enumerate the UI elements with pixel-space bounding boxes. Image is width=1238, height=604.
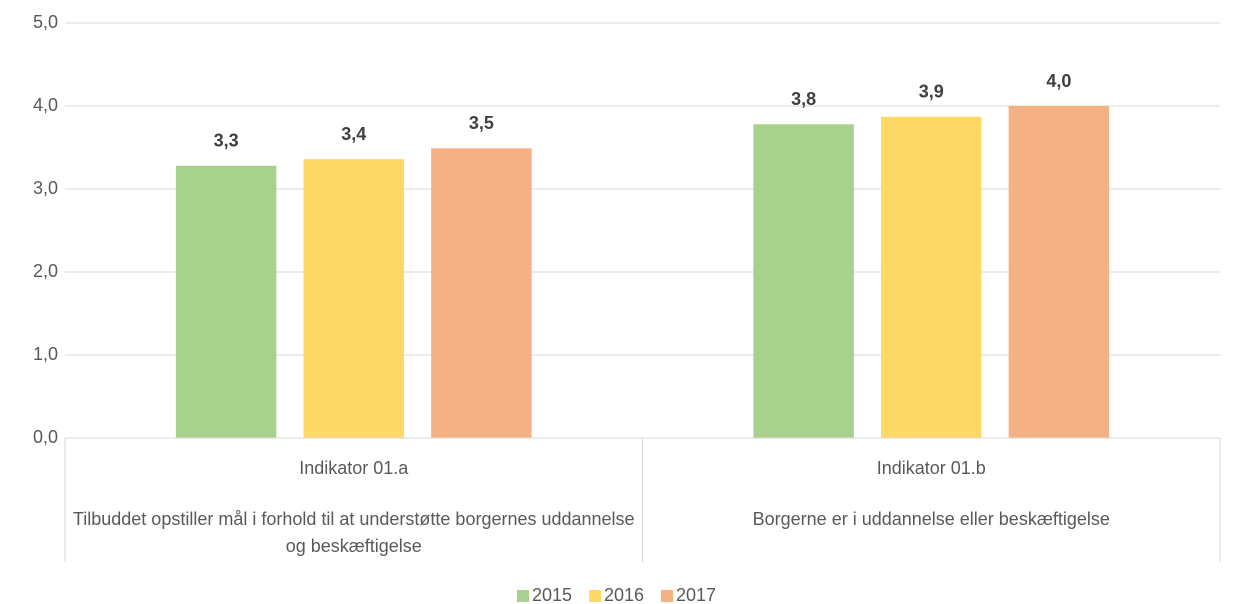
category-description: Tilbuddet opstiller mål i forhold til at…	[72, 509, 635, 556]
bar	[175, 165, 277, 438]
bar	[303, 159, 404, 438]
legend-label: 2015	[532, 585, 572, 604]
y-tick-label: 3,0	[33, 178, 58, 198]
value-label: 4,0	[1046, 71, 1071, 91]
legend-swatch	[517, 590, 529, 602]
legend-label: 2016	[604, 585, 644, 604]
y-tick-label: 4,0	[33, 95, 58, 115]
legend-swatch	[589, 590, 601, 602]
y-tick-label: 5,0	[33, 12, 58, 32]
value-label: 3,3	[214, 131, 239, 151]
bar	[753, 124, 854, 438]
bar	[881, 116, 982, 438]
x-tick-label: Indikator 01.a	[299, 458, 409, 478]
legend-swatch	[661, 590, 673, 602]
bar	[1008, 106, 1110, 438]
legend-label: 2017	[676, 585, 716, 604]
category-description: Borgerne er i uddannelse eller beskæftig…	[752, 509, 1110, 529]
y-tick-label: 2,0	[33, 261, 58, 281]
bar	[431, 148, 532, 438]
x-tick-label: Indikator 01.b	[877, 458, 986, 478]
value-label: 3,5	[469, 113, 494, 133]
value-label: 3,9	[919, 82, 944, 102]
value-label: 3,8	[791, 89, 816, 109]
value-label: 3,4	[341, 124, 366, 144]
y-tick-label: 1,0	[33, 344, 58, 364]
y-tick-label: 0,0	[33, 427, 58, 447]
